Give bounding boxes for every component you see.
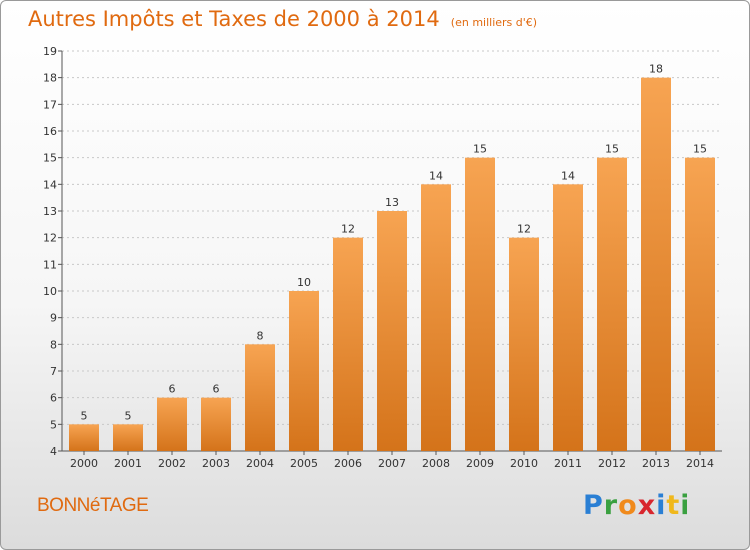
x-tick-label-2010: 2010	[510, 457, 538, 470]
y-tick-label-16: 16	[43, 125, 57, 138]
commune-name: BONNéTAGE	[37, 495, 149, 516]
bar-2013	[641, 77, 671, 452]
bar-2006	[333, 237, 363, 451]
y-tick-label-18: 18	[43, 72, 57, 85]
y-tick-label-5: 5	[50, 418, 57, 431]
value-label-2002: 6	[169, 383, 176, 396]
value-label-2012: 15	[605, 143, 619, 156]
bar-2001	[113, 424, 143, 451]
value-label-2006: 12	[341, 223, 355, 236]
bar-2005	[289, 291, 319, 451]
x-tick-label-2012: 2012	[598, 457, 626, 470]
value-label-2013: 18	[649, 63, 663, 76]
x-tick-label-2008: 2008	[422, 457, 450, 470]
y-tick-label-7: 7	[50, 365, 57, 378]
y-tick-label-9: 9	[50, 312, 57, 325]
svg-text:Proxiti: Proxiti	[583, 490, 687, 521]
x-tick-label-2013: 2013	[642, 457, 670, 470]
x-tick-label-2011: 2011	[554, 457, 582, 470]
bar-2007	[377, 211, 407, 451]
y-tick-label-13: 13	[43, 205, 57, 218]
x-tick-label-2004: 2004	[246, 457, 274, 470]
x-tick-label-2006: 2006	[334, 457, 362, 470]
value-label-2008: 14	[429, 169, 443, 182]
x-tick-label-2007: 2007	[378, 457, 406, 470]
y-tick-label-14: 14	[43, 178, 57, 191]
y-tick-label-19: 19	[43, 45, 57, 58]
y-tick-label-17: 17	[43, 98, 57, 111]
x-tick-label-2003: 2003	[202, 457, 230, 470]
value-label-2011: 14	[561, 169, 575, 182]
value-label-2003: 6	[213, 383, 220, 396]
title-text: Autres Impôts et Taxes de 2000 à 2014	[28, 7, 440, 31]
y-tick-label-10: 10	[43, 285, 57, 298]
bar-2004	[245, 344, 275, 451]
y-tick-label-11: 11	[43, 258, 57, 271]
bar-2014	[685, 157, 715, 451]
value-label-2000: 5	[81, 409, 88, 422]
y-tick-label-4: 4	[50, 445, 57, 458]
bar-2002	[157, 397, 187, 451]
value-label-2005: 10	[297, 276, 311, 289]
bar-2012	[597, 157, 627, 451]
value-label-2001: 5	[125, 409, 132, 422]
x-tick-label-2000: 2000	[70, 457, 98, 470]
bar-2010	[509, 237, 539, 451]
value-label-2004: 8	[257, 329, 264, 342]
value-label-2010: 12	[517, 223, 531, 236]
y-tick-label-8: 8	[50, 338, 57, 351]
x-tick-label-2001: 2001	[114, 457, 142, 470]
proxiti-logo: Proxiti	[583, 490, 687, 521]
value-label-2007: 13	[385, 196, 399, 209]
chart-title: Autres Impôts et Taxes de 2000 à 2014 (e…	[28, 7, 537, 31]
unit-text: (en milliers d'€)	[450, 16, 538, 29]
bar-2008	[421, 184, 451, 452]
bar-2009	[465, 157, 495, 451]
x-tick-label-2014: 2014	[686, 457, 714, 470]
value-label-2009: 15	[473, 143, 487, 156]
x-tick-label-2002: 2002	[158, 457, 186, 470]
y-tick-label-6: 6	[50, 392, 57, 405]
y-tick-label-15: 15	[43, 152, 57, 165]
bar-2000	[69, 424, 99, 451]
x-tick-label-2009: 2009	[466, 457, 494, 470]
bar-2011	[553, 184, 583, 452]
y-tick-label-12: 12	[43, 232, 57, 245]
value-label-2014: 15	[693, 143, 707, 156]
bar-2003	[201, 397, 231, 451]
x-tick-label-2005: 2005	[290, 457, 318, 470]
